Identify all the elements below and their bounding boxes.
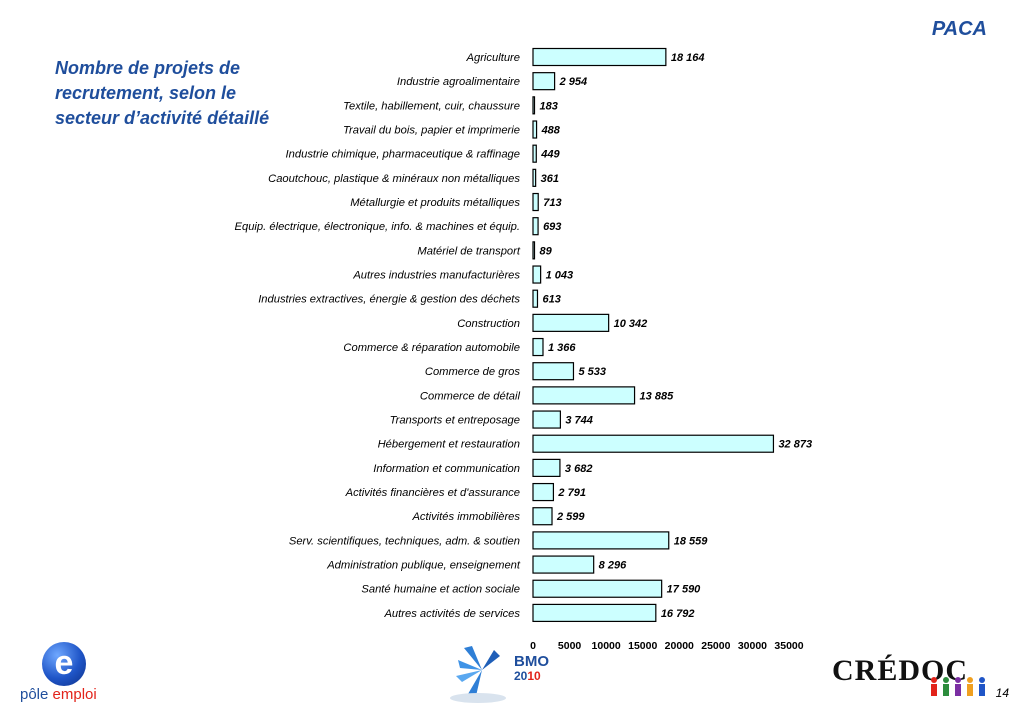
bar — [532, 362, 575, 381]
value-label: 10 342 — [614, 318, 648, 330]
value-label: 5 533 — [578, 366, 606, 378]
bar — [532, 47, 667, 67]
category-label: Activités financières et d'assurance — [345, 487, 520, 499]
bar — [532, 144, 537, 163]
value-label: 1 366 — [548, 342, 576, 354]
bar — [532, 458, 561, 477]
category-label: Serv. scientifiques, techniques, adm. & … — [289, 535, 520, 547]
bar — [532, 313, 610, 332]
value-label: 361 — [541, 173, 559, 185]
credoc-logo: CRÉDOC — [828, 652, 998, 704]
bar — [532, 337, 544, 357]
bar — [532, 120, 538, 139]
page-number: 14 — [995, 686, 1009, 700]
value-label: 18 559 — [674, 535, 709, 547]
bar — [532, 289, 539, 308]
pole-emploi-word-1: pôle — [20, 686, 49, 703]
bar — [532, 241, 536, 260]
bar — [532, 386, 636, 405]
x-tick-label: 35000 — [774, 640, 803, 652]
value-label: 713 — [543, 197, 561, 209]
bar — [532, 531, 670, 550]
value-label: 3 744 — [565, 415, 593, 427]
category-label: Activités immobilières — [411, 511, 520, 523]
bar — [532, 265, 542, 284]
category-label: Equip. électrique, électronique, info. &… — [235, 221, 520, 233]
bar — [532, 579, 663, 598]
pole-emploi-logo: e pôle emploi — [20, 640, 120, 706]
value-label: 2 791 — [557, 487, 586, 499]
bar — [532, 96, 536, 115]
credoc-figures-icon — [931, 677, 985, 696]
category-label: Matériel de transport — [417, 245, 520, 257]
value-label: 449 — [540, 149, 560, 161]
value-label: 2 954 — [559, 76, 588, 88]
bar — [532, 168, 537, 187]
bar — [532, 410, 561, 429]
x-tick-label: 25000 — [701, 640, 730, 652]
x-tick-label: 20000 — [665, 640, 694, 652]
bar — [532, 482, 555, 502]
category-label: Industrie agroalimentaire — [397, 76, 520, 88]
x-tick-label: 15000 — [628, 640, 657, 652]
x-tick-label: 30000 — [738, 640, 767, 652]
category-label: Autres industries manufacturières — [352, 270, 520, 282]
category-label: Métallurgie et produits métalliques — [350, 197, 520, 209]
pole-emploi-e-icon: e — [42, 642, 86, 686]
value-label: 2 599 — [556, 511, 585, 523]
category-label: Travail du bois, papier et imprimerie — [343, 125, 520, 137]
bar — [532, 72, 556, 91]
value-label: 32 873 — [778, 439, 812, 451]
value-label: 693 — [543, 221, 561, 233]
bmo-logo: BMO 2010 — [448, 640, 578, 706]
x-tick-label: 5000 — [558, 640, 582, 652]
value-label: 17 590 — [667, 584, 702, 596]
region-label: PACA — [931, 18, 987, 40]
category-label: Information et communication — [373, 463, 520, 475]
value-label: 89 — [540, 245, 553, 257]
bmo-swirl-icon — [450, 646, 506, 703]
value-label: 488 — [541, 125, 561, 137]
slide-title: Nombre de projets de recrutement, selon … — [55, 58, 270, 128]
category-label: Commerce & réparation automobile — [343, 342, 520, 354]
x-tick-label: 10000 — [592, 640, 621, 652]
category-label: Transports et entreposage — [390, 415, 520, 427]
category-label: Commerce de gros — [425, 366, 521, 378]
bmo-year-part-1: 20 — [514, 669, 528, 683]
category-label: Industries extractives, énergie & gestio… — [258, 294, 520, 306]
bar — [532, 507, 553, 526]
category-label: Construction — [457, 318, 520, 330]
category-label: Textile, habillement, cuir, chaussure — [343, 100, 520, 112]
value-label: 18 164 — [671, 52, 705, 64]
category-label: Autres activités de services — [383, 608, 520, 620]
value-label: 8 296 — [599, 560, 627, 572]
value-label: 1 043 — [546, 270, 574, 282]
category-label: Administration publique, enseignement — [326, 560, 521, 572]
value-label: 16 792 — [661, 608, 695, 620]
value-label: 13 885 — [640, 390, 675, 402]
pole-emploi-wordmark: pôle emploi — [20, 686, 97, 703]
value-label: 3 682 — [565, 463, 593, 475]
value-label: 613 — [542, 294, 560, 306]
bar — [532, 217, 539, 236]
bmo-name: BMO — [514, 653, 549, 670]
category-label: Santé humaine et action sociale — [361, 584, 520, 596]
category-label: Agriculture — [466, 52, 520, 64]
x-tick-label: 0 — [530, 640, 536, 652]
bar — [532, 603, 657, 623]
bmo-year-part-2: 10 — [527, 669, 541, 683]
bar — [532, 555, 595, 574]
category-label: Hébergement et restauration — [378, 439, 520, 451]
category-label: Caoutchouc, plastique & minéraux non mét… — [268, 173, 520, 185]
bar — [532, 434, 775, 453]
value-label: 183 — [540, 100, 558, 112]
pole-emploi-word-2: emploi — [52, 686, 97, 703]
bar — [532, 192, 539, 212]
category-label: Industrie chimique, pharmaceutique & raf… — [286, 149, 520, 161]
bmo-year: 2010 — [514, 670, 541, 682]
category-label: Commerce de détail — [420, 390, 521, 402]
